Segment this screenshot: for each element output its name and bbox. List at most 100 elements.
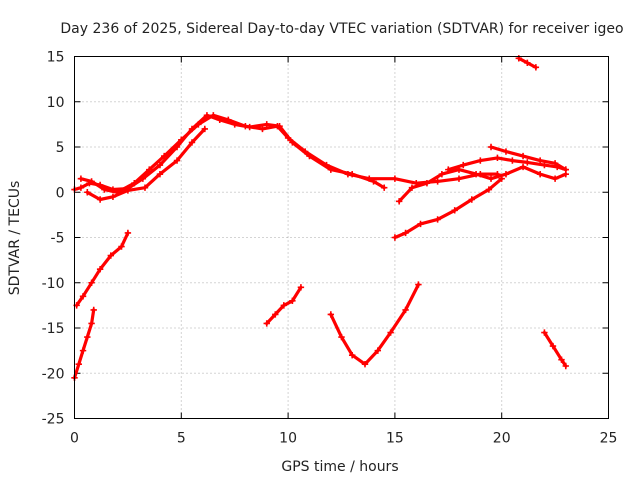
data-point xyxy=(225,116,232,124)
data-point xyxy=(509,157,516,164)
y-tick-labels: 15 10 5 0 -5 -10 -15 -20 -25 xyxy=(42,50,65,428)
data-point xyxy=(381,184,388,191)
data-point xyxy=(460,161,467,169)
data-point xyxy=(131,180,138,187)
y-tick-label: -10 xyxy=(42,276,65,292)
data-point xyxy=(551,160,559,167)
data-point xyxy=(75,361,82,368)
data-point xyxy=(519,163,527,171)
data-point xyxy=(408,184,416,191)
data-point xyxy=(387,329,394,336)
data-point xyxy=(263,320,270,327)
x-axis-label: GPS time / hours xyxy=(281,459,398,475)
data-point xyxy=(124,229,132,237)
series-line xyxy=(393,177,504,240)
data-point xyxy=(468,196,475,203)
plot-frame xyxy=(74,56,609,419)
data-point xyxy=(289,297,296,305)
data-point xyxy=(472,170,480,178)
data-point xyxy=(487,143,495,151)
series-arc-9 xyxy=(395,163,569,205)
data-point xyxy=(178,136,185,143)
data-point xyxy=(297,284,305,291)
data-point xyxy=(532,64,540,71)
series-arc-13 xyxy=(541,329,569,370)
data-point xyxy=(417,220,424,228)
data-point xyxy=(107,252,115,259)
data-point xyxy=(146,166,153,173)
y-tick-label: 15 xyxy=(47,50,65,66)
data-point xyxy=(96,196,104,203)
series-arc-4 xyxy=(73,229,132,309)
grid xyxy=(74,56,609,419)
data-point xyxy=(84,333,91,341)
data-point xyxy=(242,122,249,130)
chart-title: Day 236 of 2025, Sidereal Day-to-day VTE… xyxy=(60,21,623,37)
data-point xyxy=(434,216,441,223)
data-point xyxy=(156,161,164,169)
data-point xyxy=(562,166,569,173)
data-point xyxy=(395,198,403,205)
data-point xyxy=(451,207,458,214)
data-point xyxy=(494,154,501,162)
data-point xyxy=(524,159,531,166)
data-point xyxy=(280,302,288,309)
data-point xyxy=(445,166,452,173)
data-point xyxy=(344,170,352,178)
data-point xyxy=(88,178,95,185)
data-point xyxy=(524,59,531,67)
series-group xyxy=(71,55,569,381)
data-point xyxy=(201,125,208,133)
x-tick-label: 20 xyxy=(493,431,511,447)
data-point xyxy=(549,342,557,350)
data-point xyxy=(118,243,125,250)
data-point xyxy=(338,333,345,341)
data-point xyxy=(541,329,548,336)
data-point xyxy=(558,356,565,363)
data-point xyxy=(562,362,569,370)
data-point xyxy=(161,152,168,160)
data-point xyxy=(423,180,431,187)
data-point xyxy=(536,170,544,178)
data-point xyxy=(124,187,132,194)
data-point xyxy=(88,279,95,286)
x-tick-label: 15 xyxy=(386,431,404,447)
series-arc-7 xyxy=(327,281,422,368)
series-arc-11 xyxy=(487,143,569,173)
data-point xyxy=(96,265,104,273)
data-point xyxy=(274,122,281,130)
data-point xyxy=(477,157,484,164)
data-point xyxy=(210,112,217,119)
x-tick-labels: 0 5 10 15 20 25 xyxy=(70,431,617,447)
x-tick-label: 10 xyxy=(279,431,297,447)
x-tick-label: 5 xyxy=(177,431,186,447)
series-line xyxy=(446,156,568,172)
data-point xyxy=(487,175,495,182)
data-point xyxy=(272,311,279,318)
data-point xyxy=(79,347,87,354)
series-arc-3 xyxy=(84,125,208,203)
data-point xyxy=(434,178,441,185)
data-point xyxy=(502,148,510,155)
y-tick-label: 5 xyxy=(56,140,65,156)
data-point xyxy=(77,184,85,191)
data-point xyxy=(536,157,544,164)
y-tick-label: 0 xyxy=(56,185,65,201)
data-point xyxy=(519,152,527,160)
y-axis-label: SDTVAR / TECUs xyxy=(7,181,23,296)
data-point xyxy=(402,229,409,237)
data-point xyxy=(188,139,196,146)
series-arc-5 xyxy=(71,306,97,381)
data-point xyxy=(415,281,422,288)
series-line xyxy=(542,330,568,368)
data-point xyxy=(402,306,409,314)
series-arc-8 xyxy=(391,175,505,241)
data-point xyxy=(141,184,149,191)
data-point xyxy=(284,134,292,142)
data-point xyxy=(361,361,369,368)
data-point xyxy=(79,293,87,300)
series-arc-1 xyxy=(71,112,388,193)
data-point xyxy=(323,161,330,169)
data-point xyxy=(348,351,356,359)
